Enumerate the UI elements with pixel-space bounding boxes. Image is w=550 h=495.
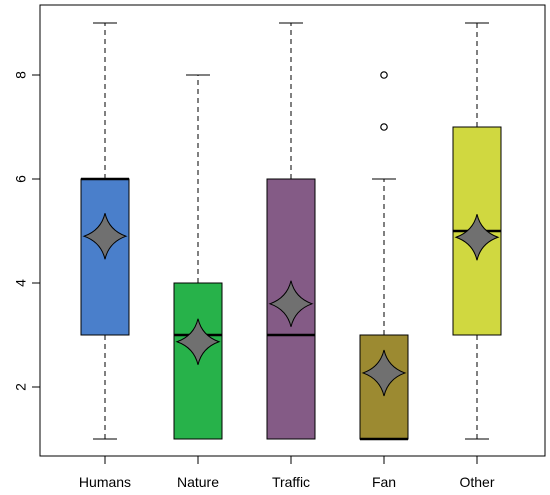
x-tick-label: Traffic — [272, 474, 310, 490]
x-tick-label: Nature — [177, 474, 219, 490]
mean-marker — [268, 280, 314, 327]
mean-marker — [454, 214, 500, 261]
y-tick-label: 8 — [13, 71, 29, 79]
x-tick-label: Fan — [372, 474, 396, 490]
outlier-point — [380, 71, 388, 79]
plot-frame — [39, 4, 546, 457]
box-humans — [80, 22, 130, 440]
box-traffic — [266, 22, 316, 440]
box-nature — [173, 74, 223, 440]
x-tick-label: Humans — [79, 474, 131, 490]
box-fan — [359, 71, 409, 441]
outlier-point — [380, 123, 388, 131]
boxes-layer — [80, 22, 502, 441]
x-tick-label: Other — [459, 474, 494, 490]
y-axis: 2 4 6 8 — [13, 71, 40, 391]
mean-marker — [175, 318, 221, 365]
mean-marker — [361, 349, 407, 397]
y-tick-label: 2 — [13, 383, 29, 391]
y-tick-label: 6 — [13, 175, 29, 183]
y-tick-label: 4 — [13, 279, 29, 287]
x-axis: Humans Nature Traffic Fan Other — [79, 456, 495, 490]
mean-marker — [82, 213, 128, 260]
box-other — [452, 22, 502, 440]
